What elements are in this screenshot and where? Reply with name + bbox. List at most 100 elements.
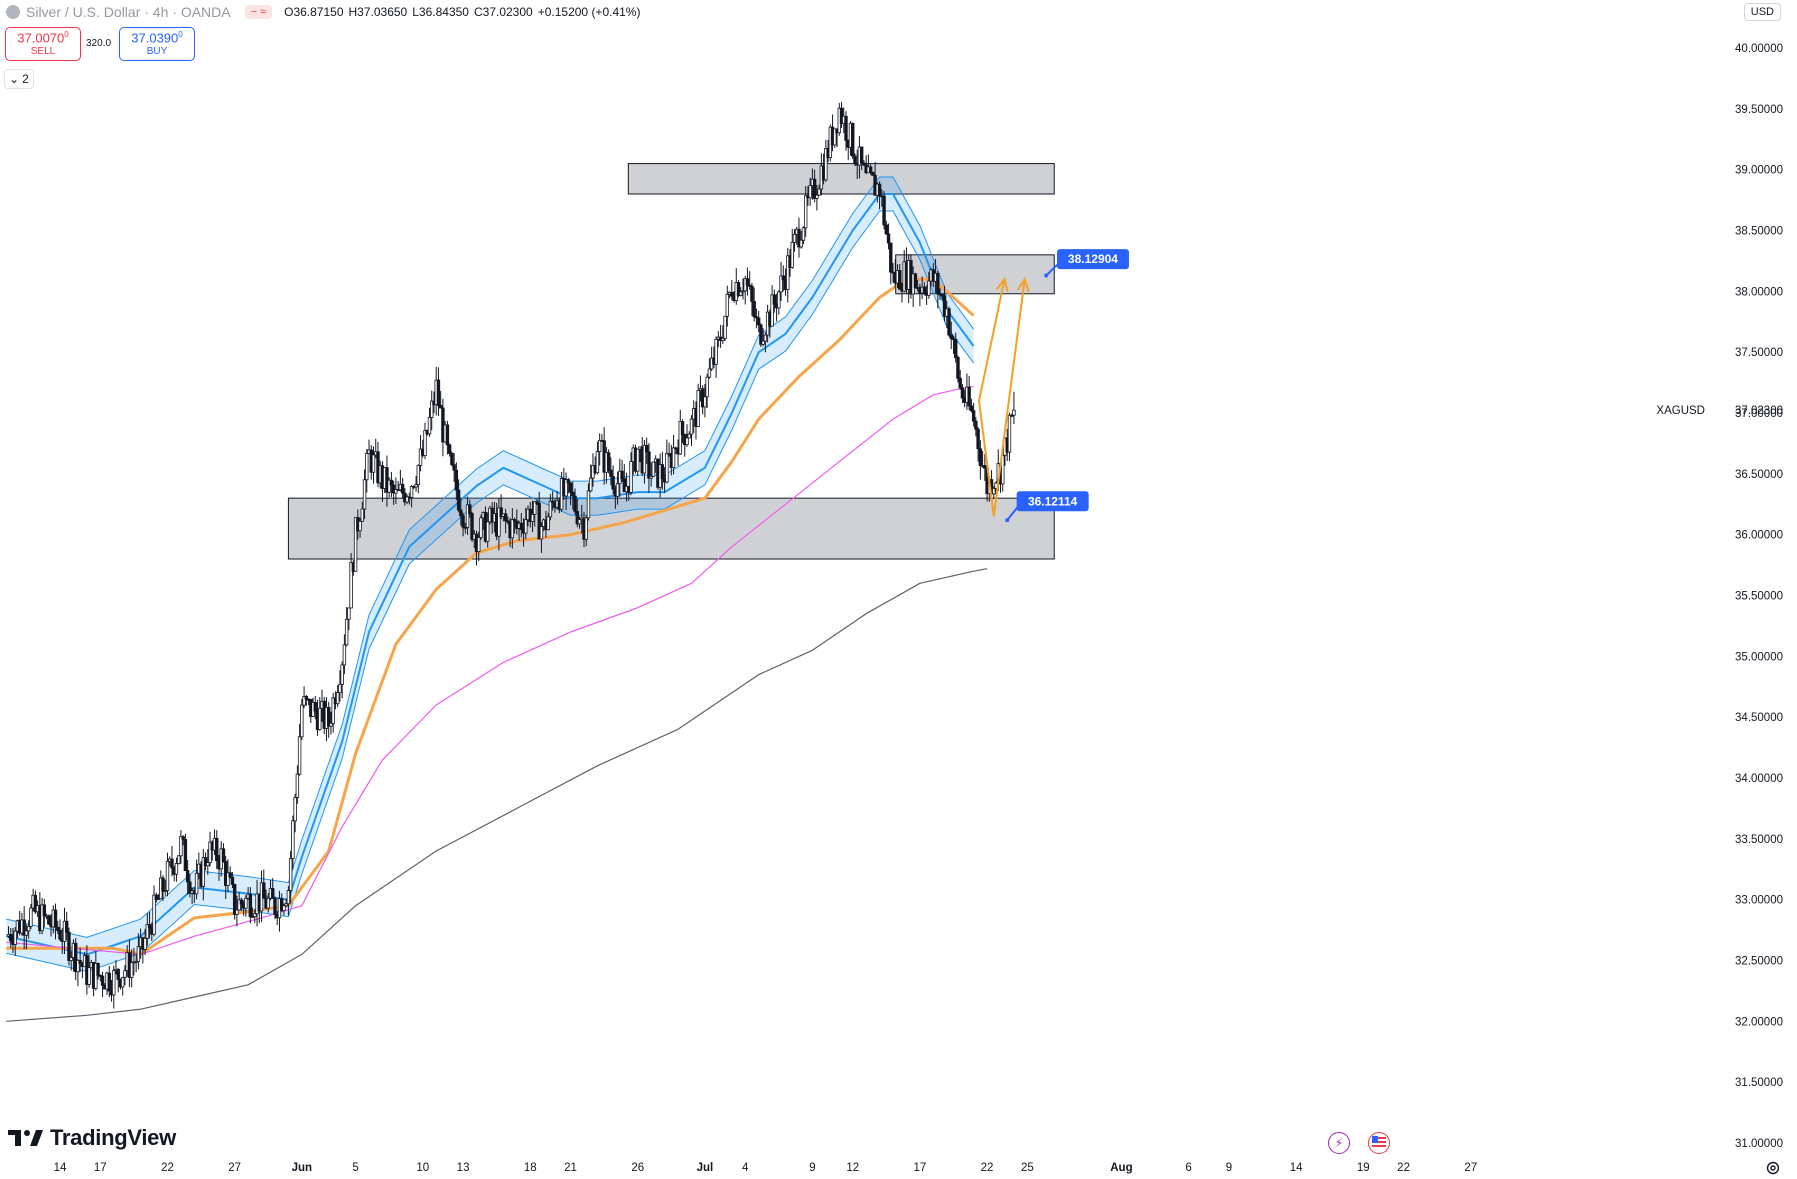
candle-body	[116, 968, 120, 980]
candle-body	[815, 194, 819, 199]
price-label-upper-anchor	[1044, 273, 1049, 278]
candle-body	[862, 162, 866, 166]
projection-line-2[interactable]	[978, 279, 1026, 517]
candle-body	[636, 448, 640, 472]
candle-body	[313, 702, 317, 712]
candle-body	[477, 537, 481, 552]
candle-body	[22, 919, 26, 936]
settings-gear-icon[interactable]	[1765, 1160, 1781, 1176]
ma_mid-line[interactable]	[6, 277, 975, 956]
x-tick-label: 13	[457, 1162, 470, 1174]
candle-body	[297, 736, 302, 775]
candle-body	[271, 888, 275, 899]
candle-body	[947, 308, 951, 336]
x-tick-label: 9	[809, 1162, 815, 1174]
projection-line-1[interactable]	[978, 278, 1006, 402]
candle-body	[163, 890, 167, 892]
candle-body	[736, 282, 741, 296]
resistance-zone-top[interactable]	[627, 163, 1055, 195]
x-tick-label: 14	[1290, 1162, 1303, 1174]
candle-body	[416, 464, 420, 485]
ma_long-line[interactable]	[6, 568, 988, 1022]
buy-button[interactable]: 37.03900 BUY	[119, 27, 195, 61]
candle-body	[40, 904, 44, 932]
candle-body	[721, 337, 725, 341]
candle-body	[824, 147, 828, 181]
candle-body	[365, 453, 369, 481]
x-tick-label: 27	[1464, 1162, 1477, 1174]
indicators-toggle[interactable]: ⌄ 2	[4, 69, 34, 89]
candle-body	[206, 862, 210, 867]
candle-body	[244, 897, 248, 909]
tradingview-logo[interactable]: TradingView	[8, 1125, 176, 1151]
symbol-title[interactable]: Silver / U.S. Dollar · 4h · OANDA	[26, 4, 231, 20]
buy-box[interactable]: 37.03900 BUY	[119, 27, 195, 61]
candle-body	[1007, 414, 1012, 453]
candle-body	[777, 291, 781, 309]
price-label-lower-box[interactable]	[1016, 491, 1089, 512]
candle-body	[761, 340, 765, 345]
candle-body	[253, 913, 257, 917]
candle-body	[318, 707, 322, 730]
us-flag-icon[interactable]	[1368, 1132, 1390, 1154]
candle-body	[680, 421, 685, 435]
candle-body	[992, 488, 996, 495]
price-label-upper-box[interactable]	[1056, 249, 1129, 270]
candle-body	[689, 418, 694, 435]
candle-body	[9, 934, 13, 942]
candle-body	[69, 957, 73, 961]
y-tick-label: 33.50000	[1735, 834, 1783, 846]
candle-body	[156, 898, 161, 901]
candle-body	[479, 517, 483, 538]
lightning-icon[interactable]: ⚡	[1328, 1132, 1350, 1154]
currency-selector[interactable]: USD	[1743, 3, 1781, 21]
candle-body	[546, 516, 550, 531]
spread-value: 320.0	[86, 38, 112, 49]
candle-body	[409, 485, 414, 498]
candle-body	[745, 278, 750, 286]
x-tick-label: 9	[1226, 1162, 1232, 1174]
candle-body	[470, 513, 474, 540]
candle-body	[615, 483, 620, 497]
candle-body	[302, 696, 306, 706]
sell-box[interactable]: 37.00700 SELL	[5, 27, 81, 61]
y-tick-label: 34.00000	[1735, 773, 1783, 785]
candle-body	[304, 696, 309, 700]
x-tick-label: 17	[913, 1162, 926, 1174]
candle-body	[629, 461, 633, 493]
candle-body	[799, 239, 803, 248]
candle-body	[100, 975, 105, 986]
candle-body	[606, 452, 611, 471]
candle-body	[566, 479, 571, 484]
candle-body	[1012, 409, 1016, 416]
candle-body	[96, 963, 100, 976]
candle-body	[792, 233, 797, 243]
candle-body	[808, 185, 812, 199]
candle-body	[107, 972, 111, 992]
candle-body	[459, 509, 463, 517]
candle-body	[772, 294, 777, 305]
y-tick-label: 31.00000	[1735, 1138, 1783, 1150]
candle-body	[703, 396, 707, 408]
compare-toggle[interactable]: − ≈	[244, 5, 273, 19]
candle-body	[65, 920, 69, 933]
candle-body	[24, 930, 29, 936]
candle-body	[530, 514, 535, 522]
candle-body	[510, 519, 515, 539]
candle-body	[438, 404, 443, 409]
sell-button[interactable]: 37.00700 SELL	[5, 27, 81, 61]
y-axis[interactable]: 40.00000 39.50000 39.00000 38.50000 38.00000…	[1735, 43, 1783, 1150]
candle-body	[176, 855, 181, 864]
candle-body	[660, 464, 665, 480]
candle-body	[26, 926, 31, 932]
ohlc-item: C37.02300	[473, 5, 533, 19]
candle-body	[76, 960, 80, 973]
candle-body	[651, 461, 656, 477]
candle-body	[134, 960, 138, 963]
sell-price: 37.0070	[17, 30, 65, 46]
candle-body	[974, 420, 978, 430]
x-axis[interactable]: 14 17 22 27 Jun 5 10 13 18 21 26 Jul 4 9 12 17 22 25 Aug 6 9…	[54, 1162, 1478, 1174]
x-tick-label: 17	[94, 1162, 107, 1174]
candle-body	[67, 931, 71, 961]
